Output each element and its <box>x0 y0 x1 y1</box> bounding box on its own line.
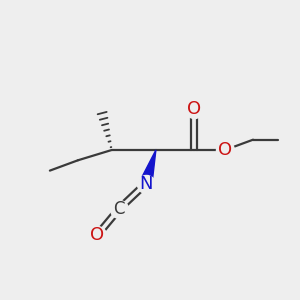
Polygon shape <box>140 150 156 186</box>
Text: O: O <box>90 226 104 244</box>
Text: N: N <box>139 175 152 193</box>
Text: O: O <box>187 100 201 118</box>
Text: O: O <box>218 141 232 159</box>
Text: C: C <box>113 200 125 218</box>
